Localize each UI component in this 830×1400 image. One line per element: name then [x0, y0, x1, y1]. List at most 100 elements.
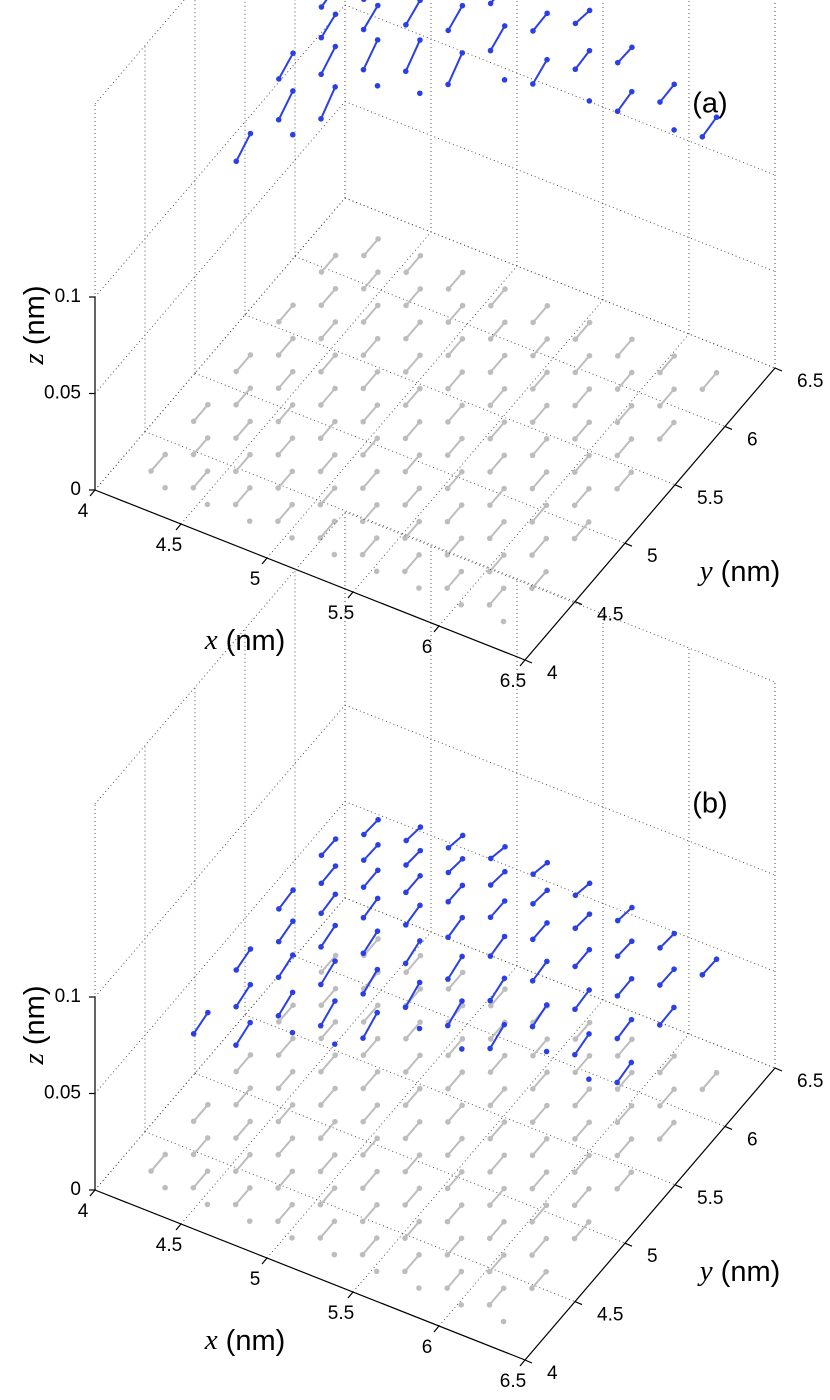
atom — [529, 552, 535, 558]
atom — [500, 1318, 507, 1325]
grid-line — [344, 801, 776, 972]
bond — [616, 405, 633, 423]
atom — [317, 1235, 324, 1241]
atom — [614, 419, 621, 426]
atom — [162, 1184, 168, 1191]
atom — [247, 946, 254, 952]
atom — [656, 1136, 663, 1142]
bond — [320, 254, 337, 273]
x-tick-label: 4 — [78, 1201, 89, 1222]
atom — [614, 1053, 621, 1059]
atom — [501, 518, 507, 525]
atom — [375, 867, 381, 874]
bond — [532, 861, 548, 875]
tick-mark — [774, 1067, 783, 1072]
bond — [192, 1104, 209, 1122]
atom — [289, 435, 296, 441]
atom — [417, 37, 423, 43]
bond — [701, 372, 718, 390]
atom — [360, 991, 366, 997]
atom — [572, 1136, 578, 1142]
atom — [586, 1086, 593, 1092]
bond — [404, 1154, 421, 1173]
atom — [572, 963, 578, 970]
atom — [628, 402, 635, 409]
atom — [445, 986, 452, 992]
atom — [374, 468, 380, 475]
atom — [544, 1102, 550, 1109]
bond — [489, 935, 506, 957]
atom — [403, 862, 409, 868]
z-tick-label: 0.05 — [44, 1083, 81, 1104]
bond — [616, 1138, 633, 1157]
atom — [657, 403, 663, 409]
bond — [574, 1088, 591, 1107]
bond — [489, 25, 506, 52]
bond — [361, 1237, 378, 1256]
atom — [374, 1035, 381, 1042]
atom — [586, 47, 593, 54]
atom — [445, 352, 452, 359]
atom — [375, 236, 381, 242]
atom — [374, 1202, 380, 1208]
atom — [233, 1003, 239, 1010]
bond — [319, 487, 336, 506]
bond — [362, 897, 379, 919]
atom — [614, 386, 621, 392]
bond — [531, 438, 548, 457]
z-tick-label: 0 — [70, 1179, 81, 1200]
grid-line — [438, 1033, 690, 1327]
y-tick-label: 4.5 — [597, 605, 623, 626]
atom — [543, 1048, 550, 1055]
atom — [360, 26, 367, 33]
atom — [487, 914, 494, 921]
atom — [628, 1102, 635, 1109]
atom — [501, 419, 508, 425]
tick-mark — [175, 1223, 182, 1231]
bond — [235, 1120, 251, 1139]
bond — [616, 1061, 633, 1084]
atom — [572, 925, 579, 932]
atom — [529, 1185, 536, 1192]
atom — [459, 1102, 465, 1109]
atom — [628, 1059, 635, 1066]
atom — [332, 418, 338, 425]
atom — [586, 1152, 592, 1159]
atom — [487, 1202, 493, 1208]
bond — [447, 1038, 464, 1057]
atom — [529, 585, 535, 592]
bond — [447, 971, 464, 990]
grid-line — [94, 704, 346, 998]
atom — [375, 842, 381, 848]
atom — [629, 336, 635, 343]
bond — [616, 1071, 633, 1090]
atom — [629, 44, 635, 51]
atom — [233, 401, 239, 408]
atom — [713, 1069, 720, 1076]
atom — [402, 402, 409, 408]
bond — [362, 1004, 379, 1023]
atom — [233, 468, 239, 475]
bond — [447, 5, 464, 31]
atom — [247, 1085, 254, 1091]
atom — [417, 902, 423, 909]
atom — [445, 385, 451, 392]
atom — [318, 4, 325, 10]
atom — [360, 352, 367, 359]
bond — [447, 404, 463, 423]
atom — [290, 918, 296, 924]
bond — [446, 1237, 463, 1256]
atom — [529, 1219, 536, 1225]
atom — [572, 336, 579, 342]
atom — [331, 1185, 338, 1191]
atom — [543, 1169, 550, 1175]
atom — [289, 1029, 296, 1036]
bond — [616, 1105, 633, 1123]
atom — [403, 335, 409, 342]
atom — [148, 468, 154, 474]
atom — [544, 887, 550, 894]
y-tick-label: 5 — [647, 1246, 658, 1267]
bond — [319, 1187, 336, 1206]
atom — [445, 934, 451, 941]
bond — [405, 875, 421, 894]
